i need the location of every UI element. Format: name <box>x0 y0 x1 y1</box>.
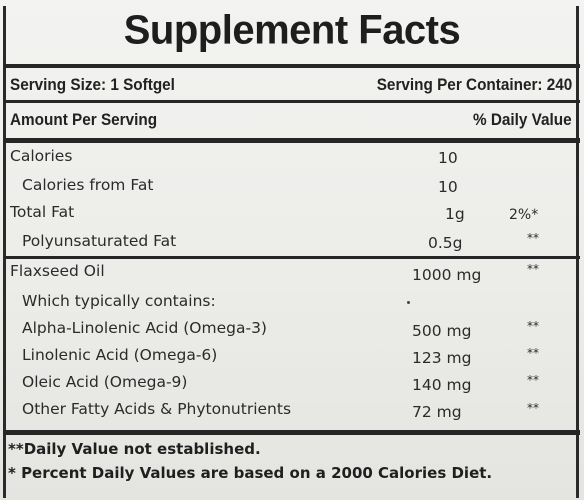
nutrient-name: Alpha-Linolenic Acid (Omega-3) <box>22 319 267 337</box>
nutrient-daily-value: ** <box>527 373 539 387</box>
serving-divider <box>4 100 580 103</box>
footnote-daily-value: **Daily Value not established. <box>8 440 261 458</box>
nutrient-amount: 10 <box>438 178 458 196</box>
nutrient-name: Linolenic Acid (Omega-6) <box>22 346 218 364</box>
nutrient-amount: 500 mg <box>412 322 472 340</box>
servings-per-container: Serving Per Container: 240 <box>376 75 572 94</box>
nutrient-daily-value: ** <box>527 346 539 360</box>
nutrient-amount: 140 mg <box>412 376 472 394</box>
title-divider <box>4 64 580 68</box>
label-frame <box>3 6 579 498</box>
nutrient-name: Polyunsaturated Fat <box>22 232 177 250</box>
nutrient-name: Flaxseed Oil <box>10 262 105 280</box>
label-title: Supplement Facts <box>123 7 461 53</box>
nutrient-amount: 1000 mg <box>412 266 482 284</box>
nutrient-amount: 72 mg <box>412 403 462 421</box>
header-divider <box>4 138 580 143</box>
amount-per-serving-header: Amount Per Serving <box>10 110 158 129</box>
nutrient-daily-value: ** <box>527 262 539 276</box>
nutrient-amount: 10 <box>438 149 458 167</box>
footnote-percent-daily: * Percent Daily Values are based on a 20… <box>8 464 493 482</box>
section-divider <box>4 256 580 259</box>
nutrient-amount: 123 mg <box>412 349 472 367</box>
nutrient-name: Calories <box>10 147 73 165</box>
footnote-divider <box>4 430 580 435</box>
nutrient-name: Total Fat <box>10 203 75 221</box>
nutrient-name: Which typically contains: <box>22 292 216 310</box>
daily-value-header: % Daily Value <box>473 110 572 129</box>
nutrient-daily-value: ** <box>527 401 539 415</box>
nutrient-daily-value: ** <box>527 319 539 333</box>
nutrient-name: Other Fatty Acids & Phytonutrients <box>22 400 292 418</box>
nutrient-amount: 1g <box>445 205 465 223</box>
nutrient-name: Oleic Acid (Omega-9) <box>22 373 188 391</box>
nutrient-daily-value: 2%* <box>509 207 539 223</box>
nutrient-daily-value: ** <box>527 231 539 245</box>
print-speck <box>407 301 410 304</box>
nutrient-amount: 0.5g <box>428 234 463 252</box>
serving-size: Serving Size: 1 Softgel <box>10 75 175 94</box>
nutrient-name: Calories from Fat <box>22 176 154 194</box>
